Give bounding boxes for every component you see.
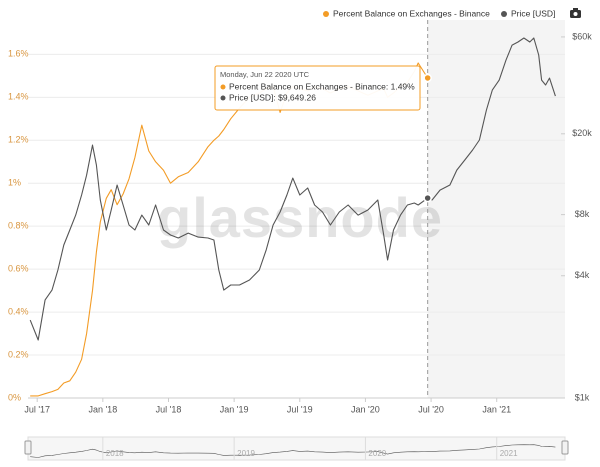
legend-label[interactable]: Price [USD]	[511, 8, 555, 18]
hover-marker	[423, 73, 432, 83]
export-icon[interactable]	[570, 8, 581, 18]
navigator-label: 2019	[237, 449, 255, 458]
line-series	[29, 37, 556, 341]
watermark: glassnode	[157, 186, 443, 249]
tooltip-line: Price [USD]: $9,649.26	[229, 92, 316, 102]
y-tick-label: 0.4%	[8, 306, 29, 316]
tooltip: Monday, Jun 22 2020 UTC Percent Balance o…	[214, 65, 421, 111]
y-tick-label: 0.8%	[8, 221, 29, 231]
y2-tick-label: $60k	[572, 31, 592, 41]
navigator-label: 2021	[500, 449, 518, 458]
navigator-handle[interactable]	[24, 440, 32, 455]
y2-tick-label: $8k	[575, 209, 590, 219]
tooltip-box	[214, 65, 421, 111]
tooltip-date: Monday, Jun 22 2020 UTC	[220, 70, 310, 79]
hover-shade	[427, 20, 565, 398]
navigator-label: 2020	[368, 449, 386, 458]
tooltip-dot	[220, 84, 226, 90]
x-tick-label: Jan '21	[482, 404, 511, 414]
camera-lens[interactable]	[573, 12, 578, 16]
camera-top[interactable]	[573, 8, 578, 11]
y-tick-label: 1.2%	[8, 135, 29, 145]
legend-swatch[interactable]	[323, 11, 329, 17]
navigator-line	[30, 444, 556, 458]
y-tick-label: 1.4%	[8, 92, 29, 102]
tooltip-line: Percent Balance on Exchanges - Binance: …	[229, 81, 415, 91]
y-tick-label: 1%	[8, 178, 21, 188]
x-tick-label: Jan '20	[351, 404, 380, 414]
y2-tick-label: $1k	[575, 392, 590, 402]
x-tick-label: Jan '18	[88, 404, 117, 414]
legend-label[interactable]: Percent Balance on Exchanges - Binance	[333, 8, 490, 18]
y-tick-label: 1.6%	[8, 49, 29, 59]
x-tick-label: Jan '19	[220, 404, 249, 414]
x-tick-label: Jul '17	[24, 404, 50, 414]
y2-tick-label: $4k	[575, 270, 590, 280]
legend-swatch[interactable]	[501, 11, 507, 17]
navigator-label: 2018	[106, 449, 124, 458]
x-tick-label: Jul '18	[156, 404, 182, 414]
navigator-handle[interactable]	[561, 440, 569, 455]
tooltip-dot	[220, 95, 226, 101]
x-tick-label: Jul '20	[418, 404, 444, 414]
y2-tick-label: $20k	[572, 128, 592, 138]
y-tick-label: 0.2%	[8, 349, 29, 359]
legend: Percent Balance on Exchanges - Binance Pr…	[323, 8, 555, 18]
hover-marker	[423, 193, 432, 203]
y-tick-label: 0%	[8, 392, 21, 402]
y-tick-label: 0.6%	[8, 264, 29, 274]
x-tick-label: Jul '19	[287, 404, 313, 414]
